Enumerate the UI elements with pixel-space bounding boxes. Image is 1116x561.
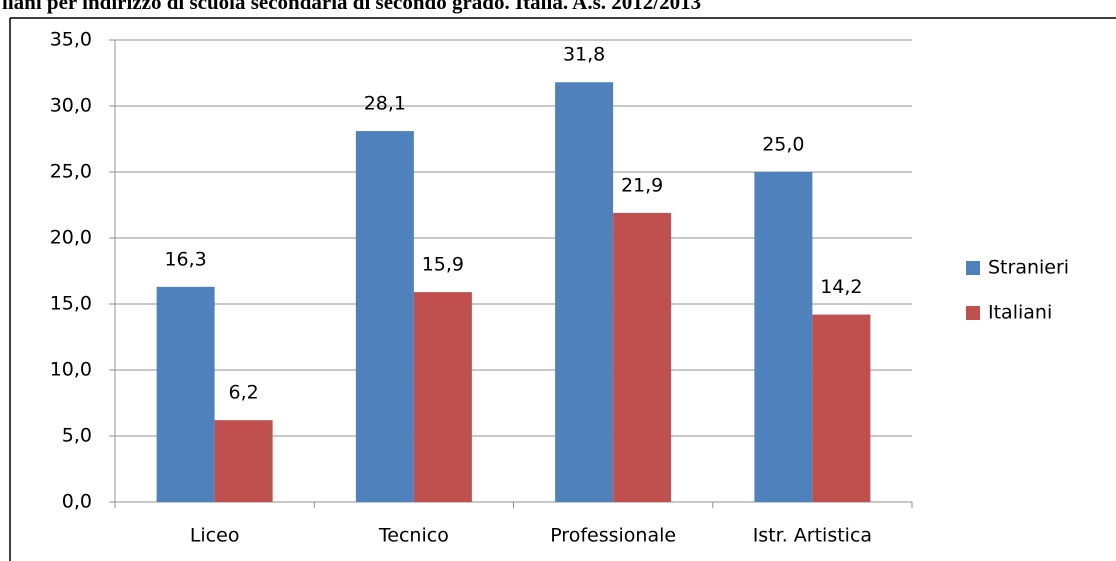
bar [355,131,414,502]
bar [754,172,813,502]
chart-title: liani per indirizzo di scuola secondaria… [2,0,701,14]
data-label: 16,3 [164,248,206,270]
bar [156,286,215,502]
y-tick-label: 35,0 [50,29,92,51]
y-tick-label: 5,0 [62,425,92,447]
bar [214,420,273,502]
x-tick-label: Professionale [550,525,676,547]
bar [812,314,871,502]
bar [613,212,672,503]
y-tick-label: 0,0 [62,491,92,513]
legend-swatch [966,306,980,320]
data-label: 21,9 [621,174,663,196]
y-tick-label: 15,0 [50,293,92,315]
x-tick-label: Istr. Artistica [753,525,872,547]
data-label: 31,8 [563,44,605,66]
data-label: 15,9 [422,254,464,276]
y-tick-label: 20,0 [50,227,92,249]
data-label: 28,1 [364,93,406,115]
x-tick-label: Tecnico [378,525,449,547]
y-tick-label: 30,0 [50,95,92,117]
legend-label: Italiani [988,302,1052,324]
legend-swatch [966,261,980,275]
legend-label: Stranieri [988,257,1069,279]
data-label: 14,2 [820,276,862,298]
data-label: 25,0 [762,134,804,156]
bar [413,292,472,502]
y-tick-label: 10,0 [50,359,92,381]
y-tick-label: 25,0 [50,161,92,183]
bar [555,82,614,503]
x-tick-label: Liceo [190,525,240,547]
data-label: 6,2 [229,382,259,404]
